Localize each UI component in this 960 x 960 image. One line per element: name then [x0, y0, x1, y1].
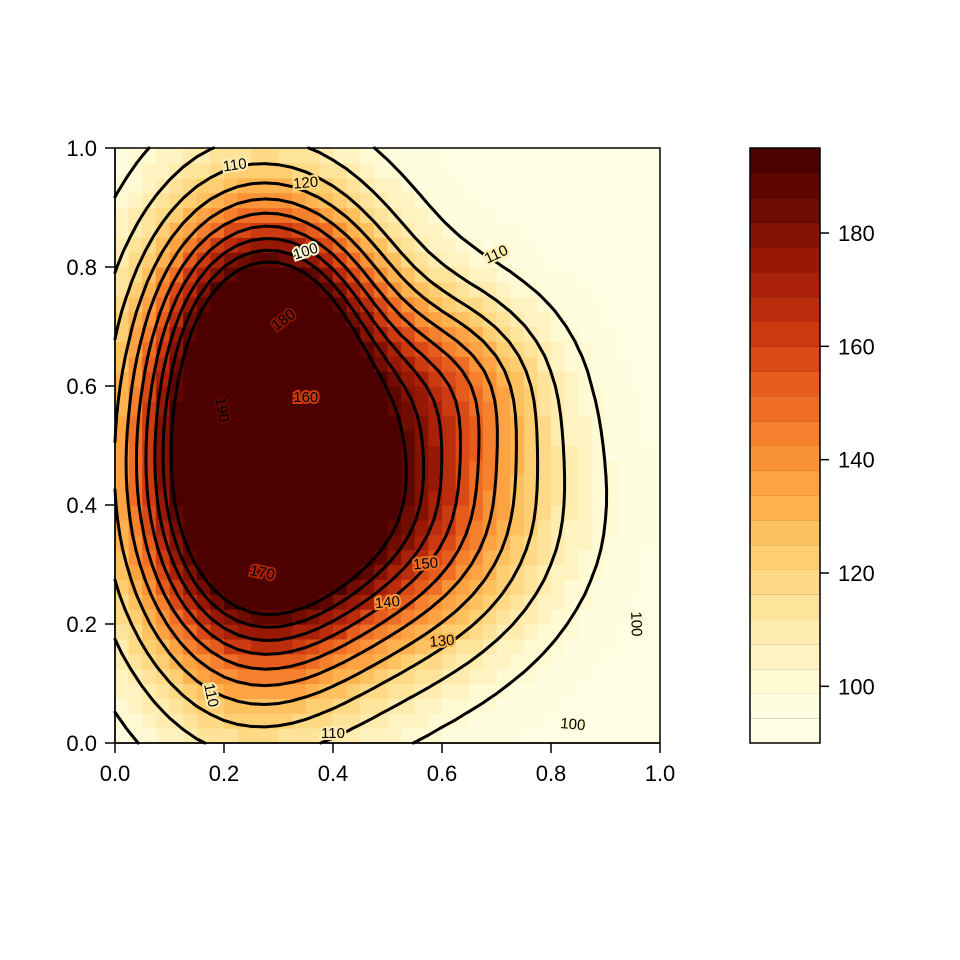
svg-text:120: 120 [838, 561, 875, 586]
svg-text:100: 100 [560, 715, 586, 734]
svg-text:140: 140 [838, 448, 875, 473]
svg-text:1.0: 1.0 [66, 136, 97, 161]
svg-text:180: 180 [838, 221, 875, 246]
svg-text:0.8: 0.8 [536, 761, 567, 786]
svg-text:120: 120 [292, 174, 318, 193]
svg-text:160: 160 [838, 334, 875, 359]
svg-text:0.6: 0.6 [66, 374, 97, 399]
svg-text:140: 140 [374, 593, 400, 612]
svg-text:0.2: 0.2 [209, 761, 240, 786]
svg-text:0.2: 0.2 [66, 612, 97, 637]
svg-text:110: 110 [321, 725, 345, 742]
svg-text:0.8: 0.8 [66, 255, 97, 280]
svg-text:0.0: 0.0 [100, 761, 131, 786]
svg-text:0.4: 0.4 [318, 761, 349, 786]
svg-text:160: 160 [293, 389, 318, 406]
legend: 100 120 140 160 180 [750, 148, 875, 744]
svg-text:100: 100 [838, 674, 875, 699]
svg-text:0.6: 0.6 [427, 761, 458, 786]
svg-text:130: 130 [429, 632, 455, 651]
svg-text:1.0: 1.0 [645, 761, 676, 786]
chart-svg: 1101101201201001001101101801801601601901… [0, 0, 960, 960]
svg-text:110: 110 [222, 155, 248, 175]
svg-text:0.0: 0.0 [66, 731, 97, 756]
svg-text:150: 150 [412, 554, 438, 573]
svg-text:100: 100 [627, 611, 645, 637]
svg-text:0.4: 0.4 [66, 493, 97, 518]
contour-chart: 1101101201201001001101101801801601601901… [0, 0, 960, 960]
